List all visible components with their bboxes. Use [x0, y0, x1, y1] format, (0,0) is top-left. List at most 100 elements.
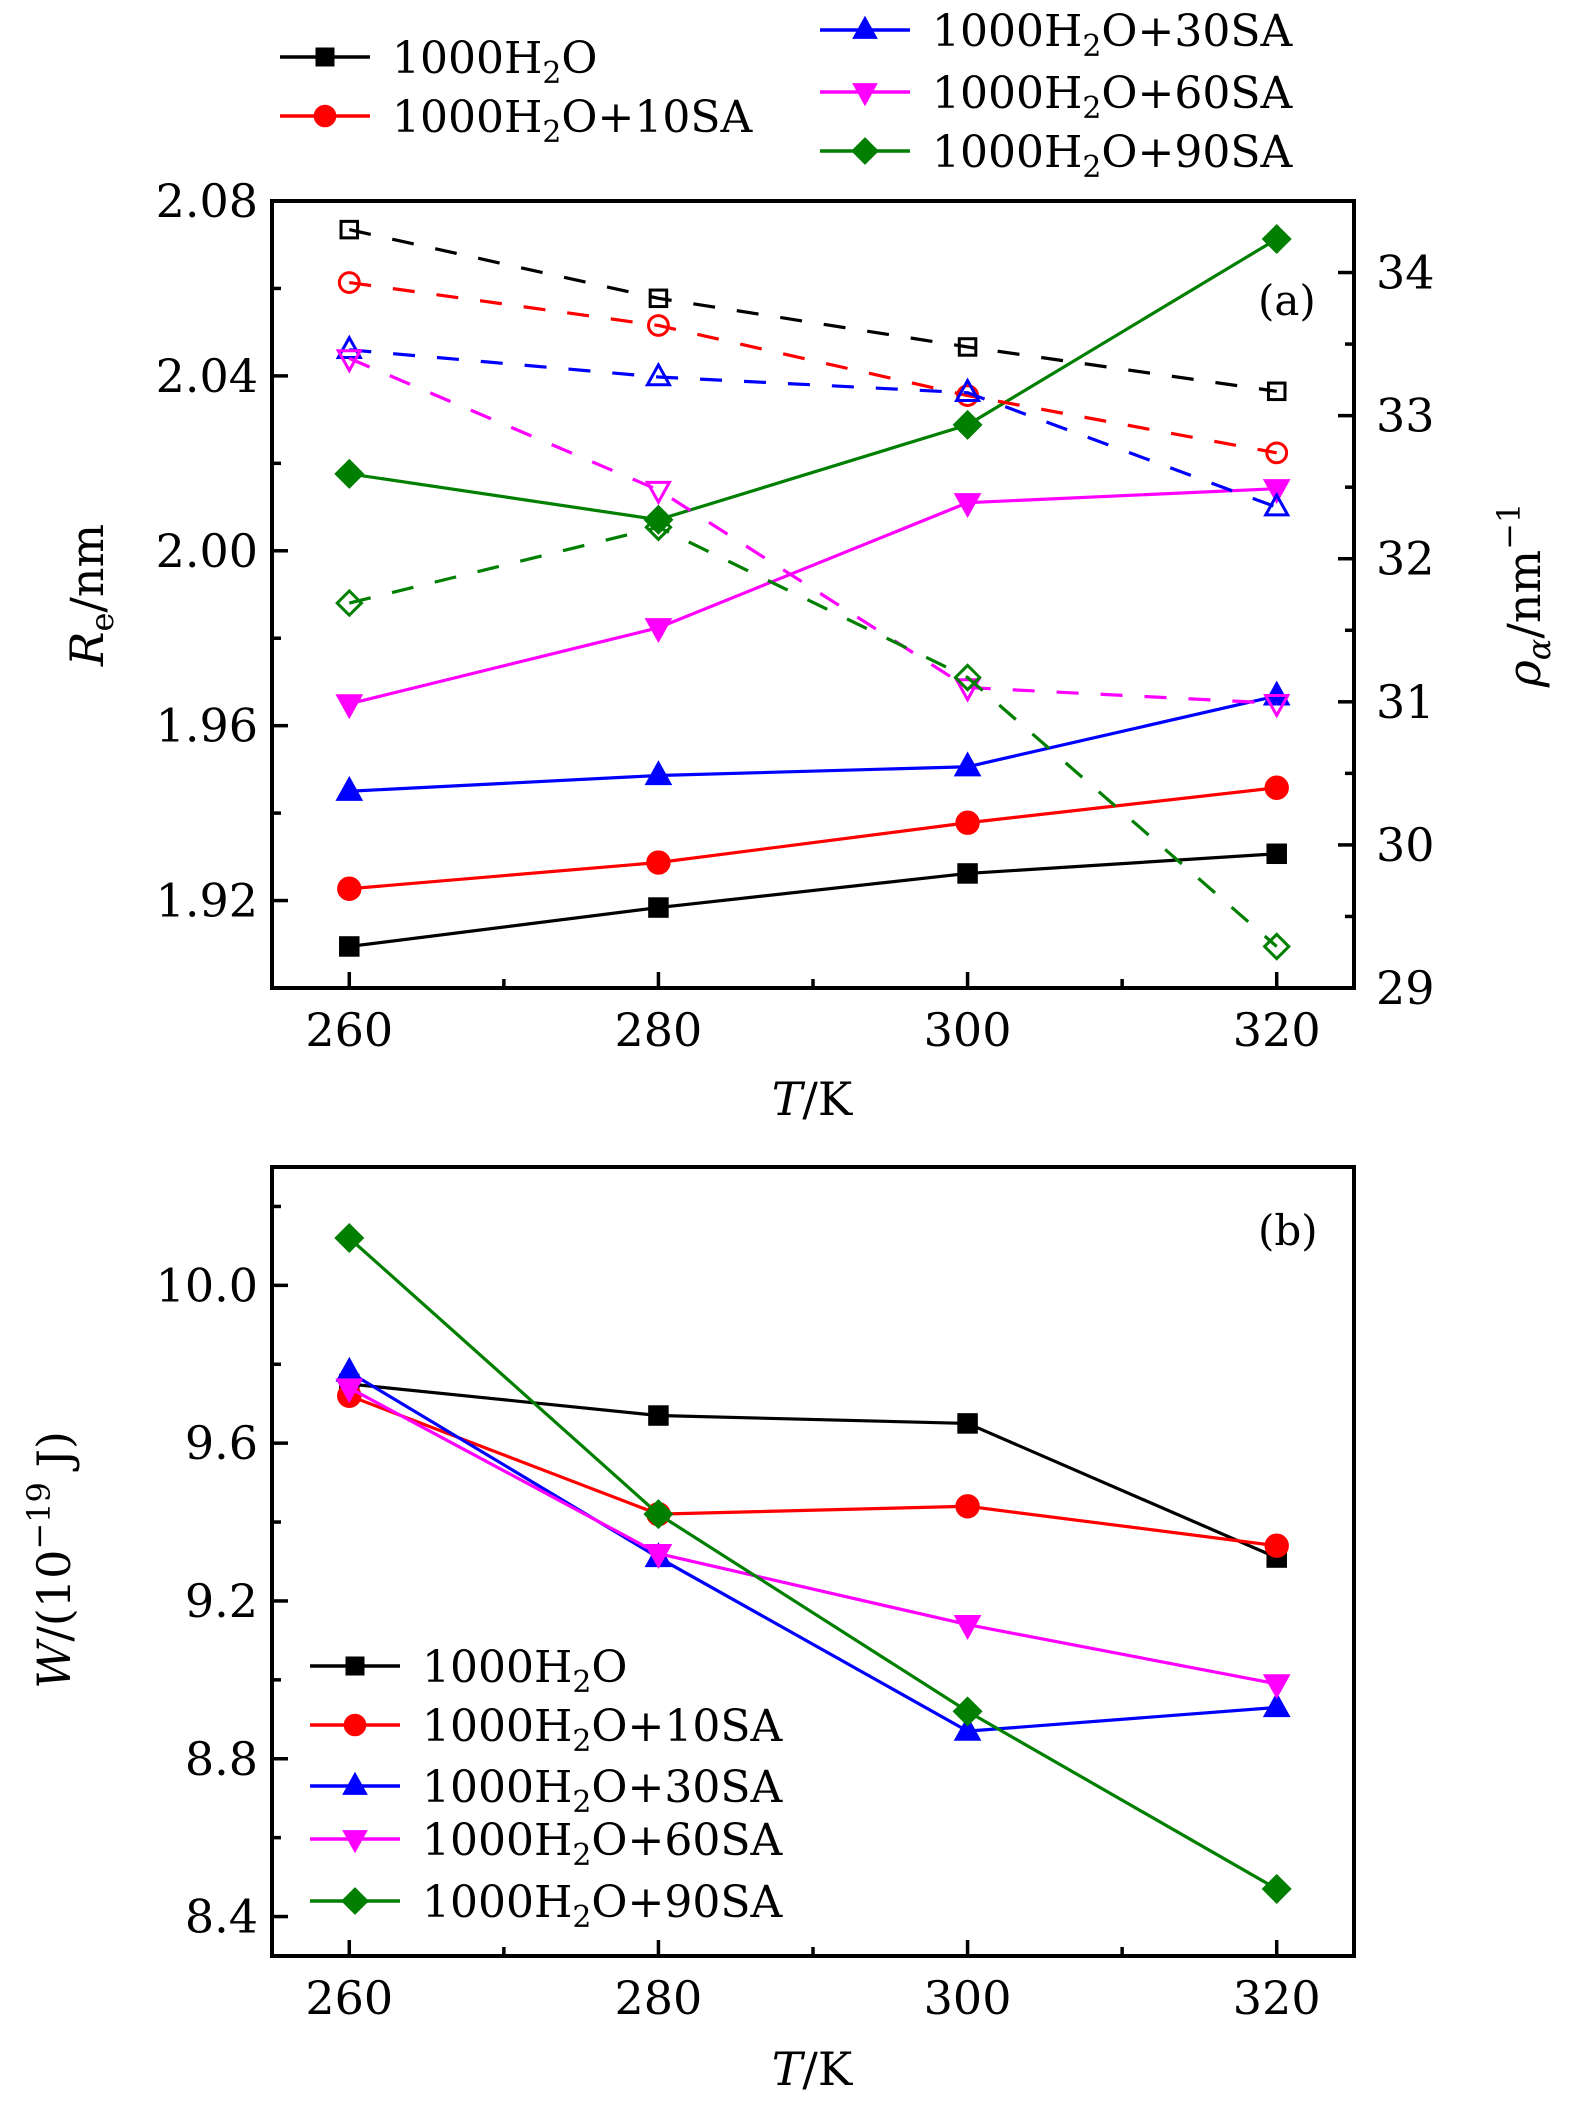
data-point: [958, 864, 978, 884]
legend-label: 1000H2O+90SA: [932, 127, 1293, 185]
series-6: [339, 273, 1286, 463]
data-point: [958, 1414, 978, 1434]
data-point: [335, 460, 364, 489]
series-line: [349, 1384, 1276, 1558]
panel-b: 260 280 300 320 8.4 8.8 9.2 9.6 10.0 (b) 1000H2O…: [20, 1167, 1354, 2096]
y-tick-label: 9.6: [185, 1416, 258, 1470]
x-tick-label: 280: [615, 1003, 703, 1057]
data-point: [336, 695, 362, 718]
data-point: [645, 761, 671, 784]
series-line: [349, 230, 1276, 392]
data-point: [336, 777, 362, 800]
data-point: [647, 482, 669, 502]
legend-label: 1000H2O+30SA: [422, 1762, 783, 1820]
a-y2-var: ρ: [1497, 660, 1551, 688]
series-line: [349, 489, 1276, 704]
legend-entry: 1000H2O+10SA: [310, 1701, 783, 1759]
x-tick-label: 280: [615, 1971, 703, 2025]
x-tick-label: 320: [1233, 1003, 1321, 1057]
panel-b-label: (b): [1258, 1206, 1318, 1255]
b-y-unit-close: J): [27, 1431, 81, 1482]
a-y-sub: e: [83, 613, 121, 632]
series-line: [349, 1388, 1276, 1684]
series-line: [349, 788, 1276, 889]
series-line: [349, 239, 1276, 520]
series-line: [349, 854, 1276, 947]
series-1: [338, 776, 1289, 900]
data-point: [953, 411, 982, 440]
series-7: [338, 338, 1287, 515]
panel-b-legend: 1000H2O1000H2O+10SA1000H2O+30SA1000H2O+6…: [310, 1642, 783, 1935]
y-tick-label: 10.0: [156, 1258, 258, 1312]
panel-a-ticks: 2602803003201.921.962.002.042.0829303132…: [156, 174, 1435, 1057]
series-line: [349, 527, 1276, 946]
series-0: [340, 1374, 1287, 1567]
legend-marker-icon: [852, 138, 878, 164]
legend-label: 1000H2O+30SA: [932, 6, 1293, 64]
series-4: [335, 225, 1291, 534]
legend-label: 1000H2O+10SA: [392, 92, 753, 150]
x-tick-label: 300: [924, 1003, 1012, 1057]
panel-a-y2-title: ρα/nm−1: [1490, 503, 1558, 689]
x-title-unit: /K: [802, 1072, 853, 1126]
series-0: [340, 844, 1287, 956]
data-point: [649, 1406, 669, 1426]
legend-label: 1000H2O: [422, 1642, 627, 1700]
x-tick-label: 260: [305, 1971, 393, 2025]
data-point: [649, 898, 669, 918]
series-1: [338, 1384, 1289, 1557]
data-point: [953, 1697, 982, 1726]
panel-a: 2602803003201.921.962.002.042.0829303132…: [60, 174, 1558, 1126]
panel-b-x-title: T/K: [772, 2042, 854, 2096]
y-tick-label: 2.08: [156, 174, 258, 228]
y-tick-label: 8.8: [185, 1732, 258, 1786]
legend-marker-icon: [343, 1831, 367, 1853]
data-point: [1262, 1875, 1291, 1904]
legend-entry: 1000H2O+90SA: [310, 1877, 783, 1935]
x-tick-label: 320: [1233, 1971, 1321, 2025]
x-tick-label: 300: [924, 1971, 1012, 2025]
legend-marker-icon: [342, 1888, 368, 1914]
panel-a-x-title: T/K: [772, 1072, 854, 1126]
y2-tick-label: 32: [1376, 532, 1435, 586]
y-tick-label: 1.92: [156, 874, 258, 928]
legend-label: 1000H2O: [392, 33, 597, 91]
series-5: [341, 221, 1285, 399]
x-title-unit: /K: [802, 2042, 853, 2096]
data-point: [338, 877, 361, 900]
y2-tick-label: 34: [1376, 246, 1435, 300]
legend-label: 1000H2O+60SA: [932, 68, 1293, 126]
legend-label: 1000H2O+90SA: [422, 1877, 783, 1935]
y-tick-label: 2.04: [156, 349, 258, 403]
legend-entry: 1000H2O: [280, 33, 597, 91]
b-y-var: W: [27, 1638, 81, 1689]
y2-tick-label: 33: [1376, 389, 1435, 443]
b-y-sup: −19: [20, 1482, 58, 1550]
data-point: [956, 811, 979, 834]
panel-a-y-title: Re/nm: [60, 524, 121, 667]
data-point: [1267, 844, 1287, 864]
legend-marker-icon: [346, 1657, 364, 1675]
legend-entry: 1000H2O+10SA: [280, 92, 753, 150]
a-y2-unit: /nm: [1497, 550, 1551, 639]
legend-entry: 1000H2O+30SA: [310, 1762, 783, 1820]
legend-entry: 1000H2O: [310, 1642, 627, 1700]
a-y-var: R: [60, 632, 114, 668]
data-point: [1264, 1675, 1290, 1698]
y-tick-label: 8.4: [185, 1890, 258, 1944]
series-2: [336, 682, 1289, 801]
legend-marker-icon: [343, 1773, 367, 1795]
a-y2-sup: −1: [1490, 503, 1528, 550]
panel-a-label: (a): [1258, 276, 1316, 325]
legend-marker-icon: [853, 84, 877, 106]
b-y-unit-open: /(10: [27, 1550, 81, 1642]
y-tick-label: 9.2: [185, 1574, 258, 1628]
legend-entry: 1000H2O+60SA: [310, 1815, 783, 1873]
data-point: [647, 851, 670, 874]
x-title-var: T: [772, 1072, 806, 1126]
panel-b-y-title: W/(10−19 J): [20, 1431, 81, 1689]
data-point: [1264, 480, 1290, 503]
figure: 1000H2O1000H2O+10SA1000H2O+30SA1000H2O+6…: [0, 0, 1575, 2105]
x-title-var: T: [772, 2042, 806, 2096]
data-point: [1262, 225, 1291, 254]
